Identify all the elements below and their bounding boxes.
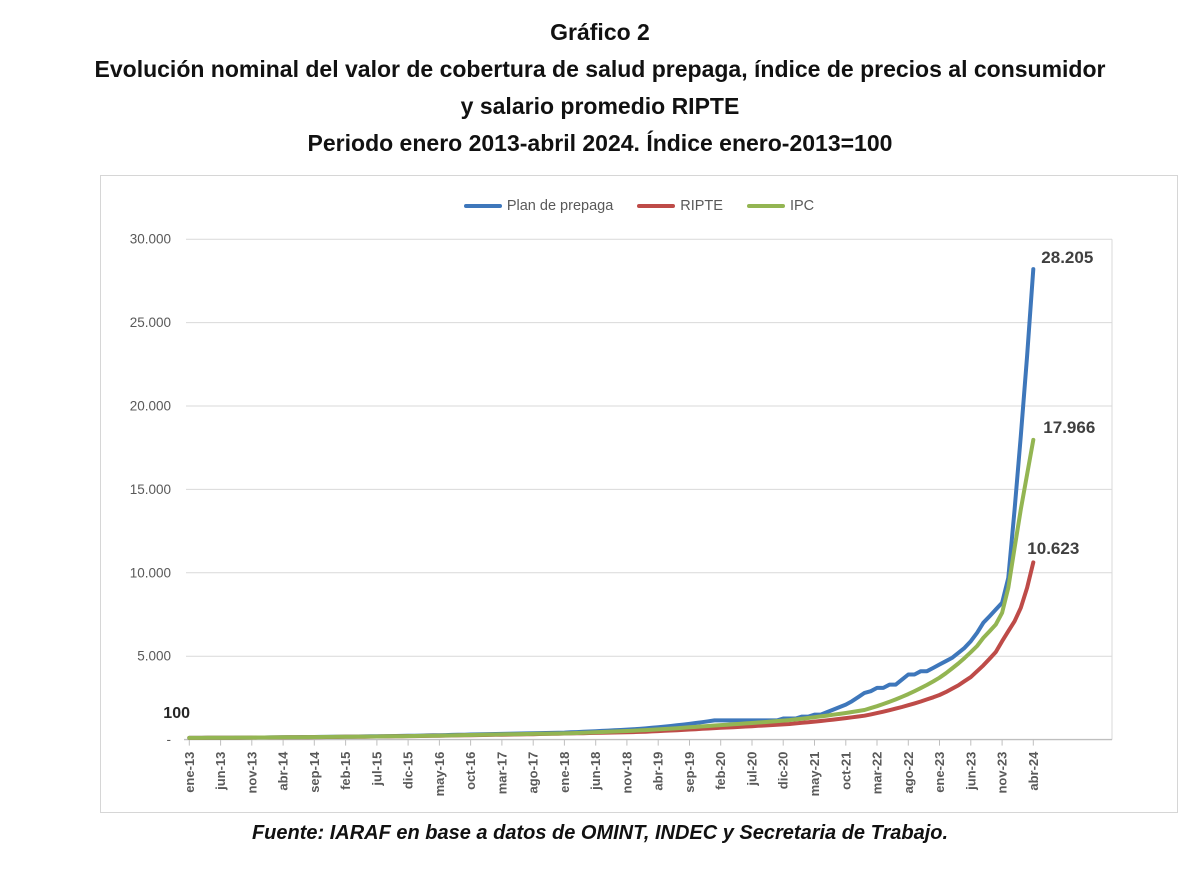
x-tick-label: nov-18: [619, 752, 634, 794]
legend-swatch: [637, 203, 676, 209]
x-tick-label: mar-22: [870, 752, 885, 795]
line-chart-plot: ene-13 jun-13 nov-13 abr-14 sep-14 feb-15 jul-…: [130, 232, 1113, 797]
x-tick-label: abr-19: [651, 752, 666, 791]
x-tick-label: ago-17: [526, 752, 541, 794]
end-label-ripte: 10.623: [1027, 539, 1080, 559]
x-tick-label: jun-23: [963, 752, 978, 791]
legend-swatch: [463, 203, 502, 209]
chart-area: Plan de prepaga RIPTE IPC ene-13 jun-13 nov-…: [100, 175, 1178, 813]
chart-title-line1: Gráfico 2: [550, 19, 650, 45]
x-tick-label: sep-19: [682, 752, 697, 793]
x-tick-label: mar-17: [494, 752, 509, 795]
legend-label: Plan de prepaga: [506, 198, 614, 214]
series-line-plan-de-prepaga: [187, 267, 1036, 740]
series-start-label: 100: [163, 704, 190, 722]
y-tick-label: 15.000: [130, 482, 171, 497]
y-tick-label: 30.000: [130, 232, 171, 247]
x-tick-label: ago-22: [901, 752, 916, 794]
legend-item-ipc: IPC: [746, 198, 815, 214]
x-tick-label: dic-15: [401, 752, 416, 790]
x-tick-label: nov-23: [995, 752, 1010, 794]
legend-item-ripte: RIPTE: [637, 198, 723, 214]
series-line-ripte: [187, 560, 1036, 740]
chart-title-line3: y salario promedio RIPTE: [460, 93, 740, 119]
x-tick-label: dic-20: [776, 752, 791, 790]
x-tick-label: ene-13: [182, 752, 197, 793]
x-tick-label: sep-14: [307, 751, 322, 793]
x-tick-label: jun-13: [213, 752, 228, 791]
x-tick-label: ene-18: [557, 752, 572, 793]
end-label-ipc: 17.966: [1043, 417, 1096, 437]
x-tick-label: jun-18: [588, 752, 603, 791]
x-tick-label: abr-24: [1026, 751, 1041, 791]
y-tick-label: 5.000: [137, 649, 171, 664]
chart-legend: Plan de prepaga RIPTE IPC: [101, 198, 1177, 214]
legend-label: RIPTE: [680, 198, 723, 214]
chart-title-line4: Periodo enero 2013-abril 2024. Índice en…: [307, 130, 893, 156]
chart-title-line2: Evolución nominal del valor de cobertura…: [94, 56, 1106, 82]
x-tick-label: oct-16: [463, 752, 478, 790]
x-tick-label: oct-21: [838, 752, 853, 790]
legend-label: IPC: [789, 198, 815, 214]
legend-item-plan-de-prepaga: Plan de prepaga: [463, 198, 614, 214]
x-tick-label: ene-23: [932, 752, 947, 793]
end-label-plan-de-prepaga: 28.205: [1041, 248, 1094, 268]
y-tick-label: -: [167, 732, 172, 747]
chart-title-block: Gráfico 2 Evolución nominal del valor de…: [0, 14, 1200, 162]
x-tick-label: jul-15: [369, 752, 384, 787]
x-tick-label: may-21: [807, 752, 822, 797]
x-tick-label: may-16: [432, 752, 447, 797]
x-tick-label: feb-15: [338, 752, 353, 790]
series-line-ipc: [187, 437, 1036, 740]
source-note: Fuente: IARAF en base a datos de OMINT, …: [251, 822, 949, 844]
x-tick-label: abr-14: [276, 751, 291, 791]
y-tick-label: 10.000: [130, 565, 171, 580]
x-tick-label: jul-20: [745, 752, 760, 787]
legend-swatch: [746, 203, 785, 209]
y-tick-label: 20.000: [130, 399, 171, 414]
x-tick-label: feb-20: [713, 752, 728, 790]
y-tick-label: 25.000: [130, 315, 171, 330]
x-tick-label: nov-13: [244, 752, 259, 794]
